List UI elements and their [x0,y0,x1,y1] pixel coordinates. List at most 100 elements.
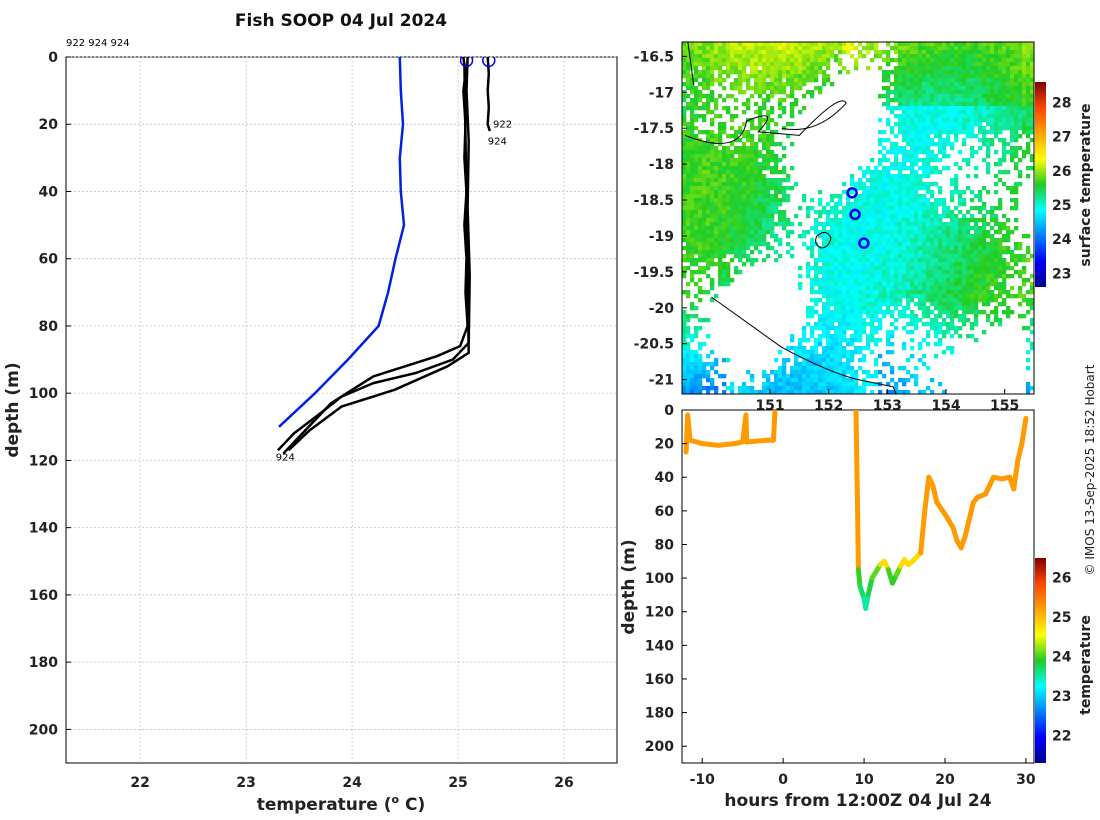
sst-cell [770,370,775,375]
sst-cell [1010,78,1015,83]
sst-cell [698,182,703,187]
sst-cell [698,94,703,99]
sst-cell [990,118,995,123]
sst-cell [818,62,823,67]
sst-cell [898,74,903,79]
sst-cell [926,166,931,171]
sst-cell [738,50,743,55]
map-colorbar-tick-label: 28 [1052,96,1071,112]
sst-cell [914,314,919,319]
sst-cell [846,322,851,327]
sst-cell [902,282,907,287]
sst-cell [902,294,907,299]
sst-cell [870,230,875,235]
sst-cell [1010,258,1015,263]
sst-cell [978,278,983,283]
sst-cell [974,70,979,75]
sst-cell [914,62,919,67]
sst-cell [962,78,967,83]
sst-cell [862,282,867,287]
sst-cell [1030,138,1034,143]
sst-cell [930,154,935,159]
sst-cell [970,42,975,47]
sst-cell [710,258,715,263]
sst-cell [762,382,767,387]
sst-cell [878,250,883,255]
sst-cell [686,230,691,235]
sst-cell [938,142,943,147]
sst-cell [994,102,999,107]
sst-cell [682,82,687,87]
sst-cell [898,174,903,179]
sst-cell [854,230,859,235]
sst-cell [770,50,775,55]
sst-cell [682,170,687,175]
sst-cell [746,254,751,259]
sst-cell [842,286,847,291]
sst-cell [1018,54,1023,59]
sst-cell [690,382,695,387]
sst-cell [1006,314,1011,319]
sst-cell [858,310,863,315]
sst-cell [738,174,743,179]
sst-cell [906,206,911,211]
sst-cell [818,314,823,319]
sst-cell [914,90,919,95]
sst-cell [814,322,819,327]
sst-cell [802,358,807,363]
sst-cell [766,58,771,63]
sst-cell [854,298,859,303]
sst-cell [938,114,943,119]
sst-cell [726,242,731,247]
sst-cell [886,202,891,207]
sst-cell [706,86,711,91]
sst-cell [914,234,919,239]
sst-cell [790,58,795,63]
sst-cell [946,282,951,287]
sst-cell [846,238,851,243]
sst-cell [702,74,707,79]
sst-cell [702,250,707,255]
sst-cell [850,226,855,231]
sst-cell [922,102,927,107]
sst-cell [938,78,943,83]
sst-cell [1030,102,1034,107]
sst-cell [706,290,711,295]
sst-cell [858,314,863,319]
sst-cell [1018,122,1023,127]
sst-cell [874,186,879,191]
sst-cell [938,110,943,115]
sst-cell [702,106,707,111]
sst-cell [846,354,851,359]
sst-cell [966,298,971,303]
sst-cell [886,282,891,287]
sst-cell [750,390,755,394]
sst-cell [838,226,843,231]
sst-cell [834,338,839,343]
sst-cell [934,62,939,67]
sst-cell [746,226,751,231]
sst-cell [898,266,903,271]
sst-cell [770,118,775,123]
sst-cell [930,218,935,223]
sst-cell [930,202,935,207]
depth-time-colorbar-label: temperature [1078,615,1094,715]
sst-cell [878,130,883,135]
sst-cell [1014,98,1019,103]
sst-cell [874,302,879,307]
sst-cell [994,54,999,59]
sst-cell [970,266,975,271]
sst-cell [910,250,915,255]
sst-cell [770,58,775,63]
sst-cell [906,182,911,187]
sst-cell [710,206,715,211]
sst-cell [762,162,767,167]
sst-cell [818,278,823,283]
sst-cell [982,230,987,235]
sst-cell [842,378,847,383]
sst-cell [746,158,751,163]
sst-cell [922,290,927,295]
sst-cell [1014,130,1019,135]
sst-cell [998,90,1003,95]
sst-cell [906,70,911,75]
